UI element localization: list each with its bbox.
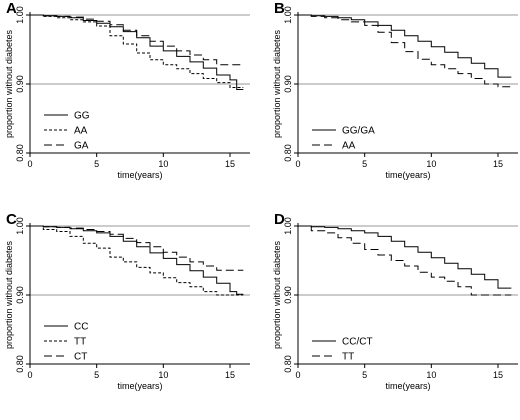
x-tick-label: 15 [493, 159, 503, 169]
panel-c: C 0.80 0.90 1.00 0 5 10 15 time(years) proportion… [4, 211, 250, 391]
x-tick-label: 0 [27, 370, 32, 380]
y-tick-label: 1.00 [15, 217, 25, 235]
x-tick-label: 5 [362, 159, 367, 169]
legend: GG AA GA [44, 111, 90, 152]
legend: GG/GA AA [312, 126, 375, 152]
series-line-aa [298, 14, 512, 88]
y-tick-label: 0.90 [15, 286, 25, 304]
x-tick-label: 5 [362, 370, 367, 380]
legend: CC TT CT [44, 322, 88, 363]
x-tick-label: 15 [225, 370, 235, 380]
legend-label: TT [342, 352, 354, 363]
y-tick-label: 0.80 [15, 144, 25, 162]
panel-d: D 0.80 0.90 1.00 0 5 10 15 time(years) proportion… [272, 211, 518, 391]
legend-label: GG/GA [342, 126, 375, 137]
legend: CC/CT TT [312, 337, 373, 363]
x-tick-label: 15 [225, 159, 235, 169]
y-tick-label: 0.80 [283, 355, 293, 373]
x-tick-label: 15 [493, 370, 503, 380]
y-tick-label: 1.00 [283, 217, 293, 235]
y-tick-label: 1.00 [15, 6, 25, 24]
x-axis-label: time(years) [117, 381, 162, 391]
series-line-cc [30, 225, 244, 295]
series-line-ct [30, 225, 244, 271]
legend-label: CT [74, 352, 87, 363]
x-axis-label: time(years) [385, 381, 430, 391]
legend-label: TT [74, 337, 86, 348]
y-tick-label: 1.00 [283, 6, 293, 24]
x-tick-label: 0 [295, 159, 300, 169]
legend-label: AA [74, 126, 88, 137]
y-axis-label: proportion without diabetes [272, 29, 282, 138]
panel-b: B 0.80 0.90 1.00 0 5 10 15 time(years) proportion… [272, 0, 518, 180]
legend-label: CC/CT [342, 337, 373, 348]
series-line-gg-ga [298, 14, 512, 78]
legend-label: GG [74, 111, 90, 122]
y-tick-label: 0.80 [15, 355, 25, 373]
series-line-gg [30, 14, 244, 90]
panel-letter: A [6, 0, 17, 17]
x-tick-label: 10 [426, 159, 436, 169]
panel-letter: B [274, 0, 285, 17]
panel-letter: D [274, 211, 285, 228]
series-line-ga [30, 14, 244, 66]
series-line-tt [30, 225, 244, 296]
x-tick-label: 10 [426, 370, 436, 380]
x-tick-label: 5 [94, 159, 99, 169]
series-line-aa [30, 14, 244, 88]
panel-a: A 0.80 0.90 1.00 0 5 10 15 time(years) proportion… [4, 0, 250, 180]
y-tick-label: 0.90 [15, 75, 25, 93]
legend-label: GA [74, 141, 89, 152]
panel-letter: C [6, 211, 17, 228]
x-tick-label: 5 [94, 370, 99, 380]
legend-label: AA [342, 141, 356, 152]
x-axis-label: time(years) [117, 170, 162, 180]
x-tick-label: 10 [158, 370, 168, 380]
x-tick-label: 0 [295, 370, 300, 380]
legend-label: CC [74, 322, 88, 333]
series-line-cc-ct [298, 225, 512, 289]
x-tick-label: 10 [158, 159, 168, 169]
y-axis-label: proportion without diabetes [272, 240, 282, 349]
x-axis-label: time(years) [385, 170, 430, 180]
y-axis-label: proportion without diabetes [4, 240, 14, 349]
series-line-tt [298, 225, 512, 296]
x-tick-label: 0 [27, 159, 32, 169]
y-tick-label: 0.90 [283, 286, 293, 304]
y-tick-label: 0.80 [283, 144, 293, 162]
y-axis-label: proportion without diabetes [4, 29, 14, 138]
y-tick-label: 0.90 [283, 75, 293, 93]
